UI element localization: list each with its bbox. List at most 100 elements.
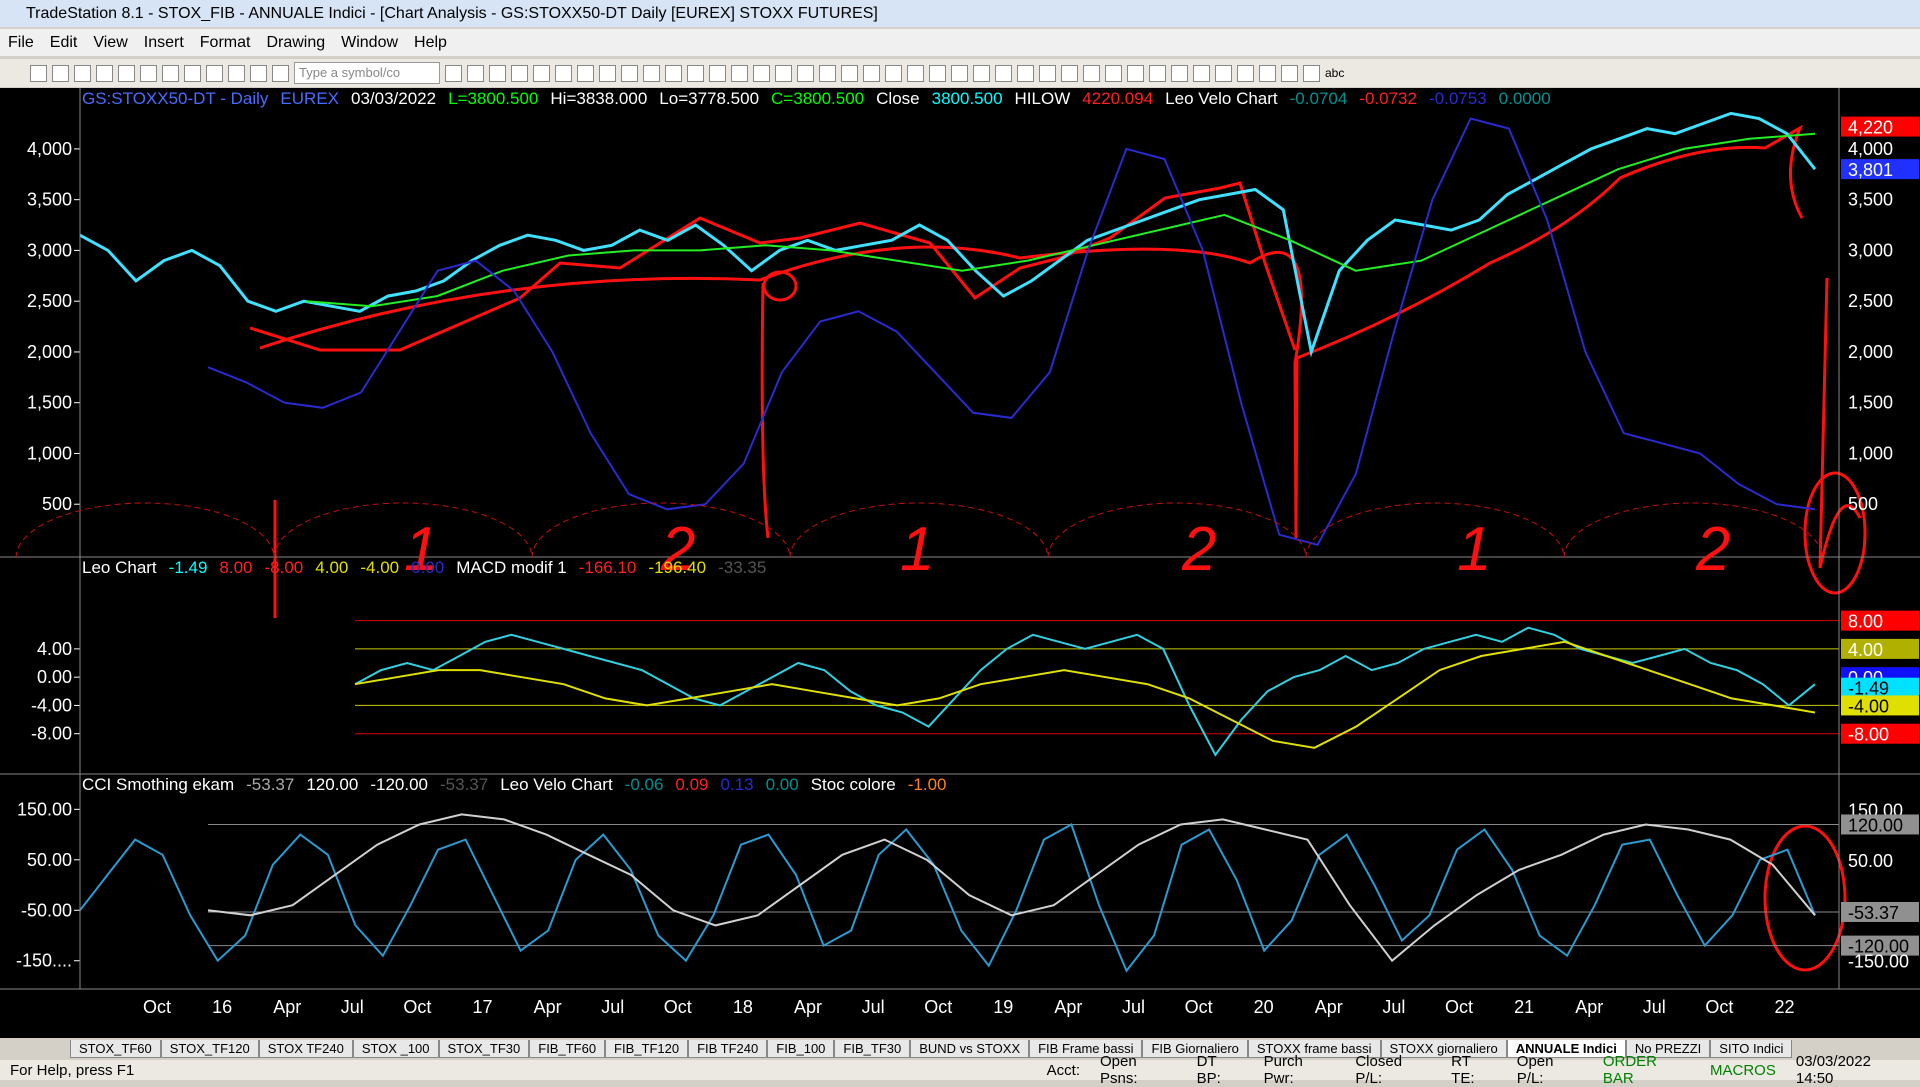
status-bar: For Help, press F1 Acct: Open Psns: DT BP: P…: [0, 1053, 1920, 1087]
sheet-tab[interactable]: ANNUALE Indici: [1506, 1040, 1626, 1058]
header-item: -0.0753: [1428, 89, 1487, 108]
x-tick-label: Oct: [664, 997, 692, 1017]
x-tick-label: 19: [993, 997, 1013, 1017]
status-field: Open Psns:: [1100, 1053, 1138, 1087]
tool-button: [863, 64, 880, 82]
hand-drawing: [249, 124, 1867, 972]
series-line: [207, 117, 1816, 546]
header-item: 0.00: [411, 558, 445, 577]
tool-button: [162, 64, 179, 82]
menu-item[interactable]: Edit: [49, 33, 78, 51]
header-item: -53.37: [246, 775, 295, 794]
y-tick-label: 3,000: [27, 240, 72, 260]
header-item: -8.00: [264, 558, 304, 577]
hand-annotation: 2: [1695, 515, 1730, 584]
menu-item[interactable]: Format: [199, 33, 251, 51]
tool-button: [1083, 64, 1100, 82]
sheet-tab[interactable]: STOX_TF120: [160, 1040, 259, 1058]
hand-circle: [1763, 824, 1847, 972]
tool-button: [819, 64, 836, 82]
sheet-tab[interactable]: FIB_TF30: [834, 1040, 911, 1058]
sheet-tab[interactable]: FIB_TF120: [605, 1040, 689, 1058]
y-tick-label: 0.00: [37, 667, 72, 687]
menu-item[interactable]: Insert: [143, 33, 184, 51]
y-tick-label: 1,500: [27, 393, 72, 413]
menu-item[interactable]: Drawing: [266, 33, 326, 51]
status-field: RT TE:: [1451, 1053, 1475, 1087]
menu-item[interactable]: File: [8, 33, 34, 51]
tool-button: [96, 64, 113, 82]
sheet-tab[interactable]: FIB_TF60: [529, 1040, 606, 1058]
value-box-label: -150.00: [1848, 952, 1909, 972]
status-field: Closed P/L:: [1355, 1053, 1403, 1087]
header-item: Stoc colore: [810, 775, 896, 794]
sheet-tab[interactable]: STOX_TF60: [70, 1040, 161, 1058]
menu-item[interactable]: Help: [414, 33, 447, 51]
tool-button: [1127, 64, 1144, 82]
value-box: [1841, 814, 1919, 835]
tool-button: [687, 64, 704, 82]
tool-button: [250, 64, 267, 82]
y-tick-label: 500: [1848, 494, 1878, 514]
status-field: Open P/L:: [1516, 1053, 1554, 1087]
value-box: [1841, 638, 1919, 659]
tool-button: [489, 64, 506, 82]
header-item: -0.0704: [1289, 89, 1348, 108]
y-tick-label: 4,000: [1848, 139, 1893, 159]
y-tick-label: -150....: [16, 951, 72, 971]
sheet-tab[interactable]: FIB_100: [767, 1040, 835, 1058]
tool-button: [1017, 64, 1034, 82]
menu-item[interactable]: View: [93, 33, 128, 51]
x-tick-label: Apr: [534, 997, 562, 1017]
sheet-tab[interactable]: STOXX giornaliero: [1380, 1040, 1507, 1058]
header-item: L=3800.500: [448, 89, 539, 108]
tool-button: [753, 64, 770, 82]
tool-button: [533, 64, 550, 82]
tool-button: [1105, 64, 1122, 82]
title-bar: TradeStation 8.1 - STOX_FIB - ANNUALE In…: [0, 0, 1920, 27]
header-item: -0.0732: [1359, 89, 1417, 108]
x-tick-label: 22: [1774, 997, 1794, 1017]
header-item: 4220.094: [1082, 89, 1154, 108]
header-item: Hi=3838.000: [550, 89, 648, 108]
cycle-arc: [1047, 502, 1307, 559]
header-item: -196.40: [648, 558, 707, 577]
header-item: Leo Velo Chart: [500, 775, 613, 794]
sheet-tab[interactable]: STOX_TF30: [438, 1040, 530, 1058]
value-box: [1841, 695, 1919, 716]
value-box-label: -120.00: [1848, 937, 1909, 957]
header-item: HILOW: [1014, 89, 1071, 108]
sheet-tab[interactable]: STOX _100: [352, 1040, 439, 1058]
x-tick-label: Oct: [403, 997, 431, 1017]
sheet-tab[interactable]: No PREZZI: [1625, 1040, 1711, 1058]
tool-button: [511, 64, 528, 82]
header-item: 03/03/2022: [351, 89, 437, 108]
sheet-tab[interactable]: FIB TF240: [688, 1040, 768, 1058]
tool-button: [1061, 64, 1078, 82]
series-line: [79, 823, 1816, 973]
tool-button: [30, 64, 47, 82]
sheet-tab[interactable]: BUND vs STOXX: [910, 1040, 1030, 1058]
x-tick-label: Oct: [924, 997, 952, 1017]
hand-annotation: 2: [1181, 515, 1216, 584]
header-item: 4.00: [315, 558, 349, 577]
value-box-label: 4,220: [1848, 118, 1893, 138]
sheet-tab[interactable]: STOXX frame bassi: [1247, 1040, 1381, 1058]
value-box-label: 3,801: [1848, 160, 1893, 180]
header-item: 3800.500: [931, 89, 1003, 108]
sheet-tab[interactable]: STOX TF240: [258, 1040, 353, 1058]
sheet-tab[interactable]: FIB Giornaliero: [1142, 1040, 1248, 1058]
value-box: [1841, 116, 1919, 137]
pane-header: CCI Smothing ekam -53.37 120.00 -120.00 -53.…: [82, 775, 947, 795]
sheet-tab[interactable]: SITO Indici: [1710, 1040, 1793, 1058]
x-tick-label: Oct: [143, 997, 171, 1017]
tool-button: [643, 64, 660, 82]
tool-button: [731, 64, 748, 82]
tool-button: [1039, 64, 1056, 82]
symbol-box[interactable]: Type a symbol/co: [294, 62, 440, 84]
x-tick-label: 21: [1514, 997, 1534, 1017]
sheet-tab[interactable]: FIB Frame bassi: [1029, 1040, 1143, 1058]
x-tick-label: Apr: [794, 997, 822, 1017]
menu-item[interactable]: Window: [341, 33, 399, 51]
header-item: -166.10: [578, 558, 637, 577]
